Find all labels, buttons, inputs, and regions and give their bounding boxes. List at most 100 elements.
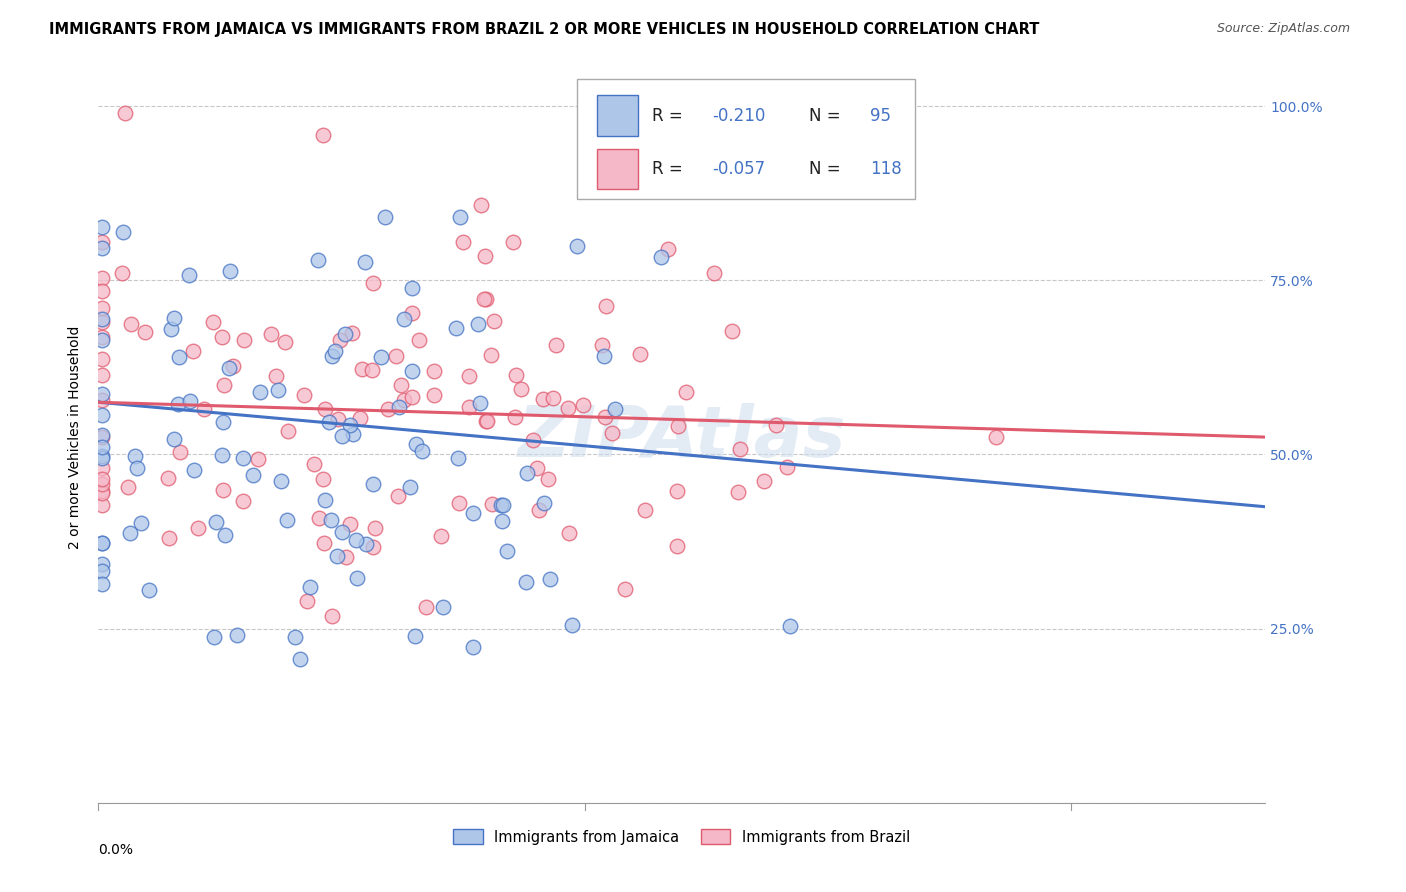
Point — [276, 513, 298, 527]
Point — [571, 398, 593, 412]
Point — [461, 506, 484, 520]
Point — [91, 352, 114, 367]
Text: ZIPAtlas: ZIPAtlas — [517, 402, 846, 472]
Point — [298, 581, 321, 595]
Text: Source: ZipAtlas.com: Source: ZipAtlas.com — [1216, 22, 1350, 36]
Point — [591, 338, 613, 352]
Point — [449, 210, 471, 224]
Point — [111, 225, 134, 239]
Point — [720, 325, 742, 339]
Point — [91, 577, 114, 591]
Point — [526, 460, 548, 475]
Point — [415, 599, 437, 614]
Text: -0.057: -0.057 — [713, 160, 765, 178]
Point — [91, 440, 114, 454]
Point — [728, 442, 751, 456]
Text: N =: N = — [808, 107, 846, 125]
Point — [374, 211, 396, 225]
Point — [111, 266, 134, 280]
Point — [214, 527, 236, 541]
Point — [117, 480, 139, 494]
Point — [515, 575, 537, 590]
Point — [125, 460, 148, 475]
Point — [408, 333, 430, 347]
FancyBboxPatch shape — [596, 149, 637, 189]
Point — [565, 239, 588, 253]
Point — [666, 539, 689, 553]
Point — [349, 410, 371, 425]
Point — [779, 619, 801, 633]
Point — [522, 434, 544, 448]
Point — [91, 484, 114, 499]
Point — [91, 498, 114, 512]
Point — [354, 537, 377, 551]
Point — [91, 386, 114, 401]
Point — [447, 496, 470, 510]
Point — [114, 106, 136, 120]
Point — [326, 549, 349, 563]
Point — [314, 493, 336, 508]
Point — [342, 326, 364, 340]
FancyBboxPatch shape — [576, 78, 915, 200]
Point — [160, 321, 183, 335]
Point — [91, 450, 114, 465]
Point — [202, 630, 225, 644]
Point — [444, 321, 467, 335]
Point — [350, 361, 373, 376]
Point — [592, 349, 614, 363]
Point — [91, 486, 114, 500]
Point — [335, 550, 357, 565]
Point — [157, 531, 180, 545]
Point — [260, 326, 283, 341]
Text: R =: R = — [651, 107, 688, 125]
Point — [481, 497, 503, 511]
Point — [666, 418, 689, 433]
Point — [558, 526, 581, 541]
Point — [401, 306, 423, 320]
Point — [510, 383, 533, 397]
Point — [187, 521, 209, 535]
Point — [377, 401, 399, 416]
Point — [91, 330, 114, 344]
Point — [308, 511, 330, 525]
Point — [129, 516, 152, 530]
Point — [242, 467, 264, 482]
Point — [211, 483, 233, 497]
Point — [91, 284, 114, 298]
Point — [666, 483, 689, 498]
Text: N =: N = — [808, 160, 846, 178]
Point — [91, 428, 114, 442]
Point — [314, 536, 336, 550]
Point — [179, 394, 201, 409]
Point — [267, 384, 290, 398]
Point — [628, 347, 651, 361]
Text: IMMIGRANTS FROM JAMAICA VS IMMIGRANTS FROM BRAZIL 2 OR MORE VEHICLES IN HOUSEHOL: IMMIGRANTS FROM JAMAICA VS IMMIGRANTS FR… — [49, 22, 1039, 37]
Point — [361, 276, 384, 290]
FancyBboxPatch shape — [596, 95, 637, 136]
Y-axis label: 2 or more Vehicles in Household: 2 or more Vehicles in Household — [69, 326, 83, 549]
Point — [388, 400, 411, 414]
Point — [776, 460, 799, 475]
Point — [225, 628, 247, 642]
Point — [211, 448, 233, 462]
Point — [470, 396, 492, 410]
Point — [537, 472, 560, 486]
Point — [475, 292, 498, 306]
Point — [339, 517, 361, 532]
Point — [505, 368, 527, 383]
Point — [330, 428, 353, 442]
Point — [91, 311, 114, 326]
Point — [205, 515, 228, 529]
Point — [346, 571, 368, 585]
Point — [496, 544, 519, 558]
Point — [134, 325, 156, 339]
Point — [354, 255, 377, 269]
Point — [91, 476, 114, 491]
Point — [212, 415, 235, 429]
Point — [457, 400, 479, 414]
Point — [531, 392, 554, 407]
Point — [447, 450, 470, 465]
Point — [91, 314, 114, 328]
Point — [516, 466, 538, 480]
Point — [91, 235, 114, 250]
